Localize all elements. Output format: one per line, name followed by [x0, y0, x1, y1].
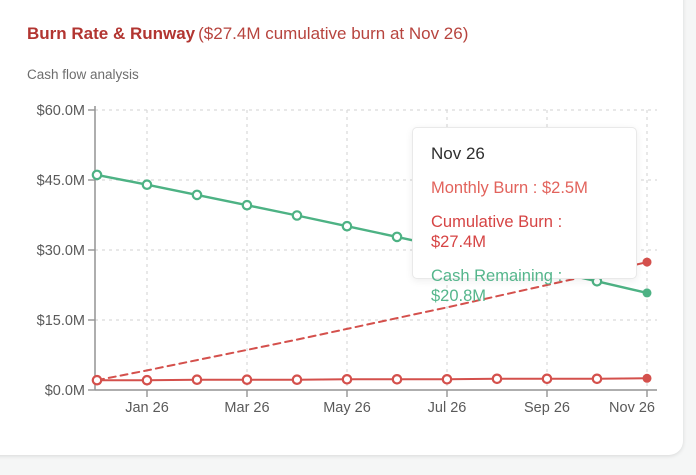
chart-tooltip: Nov 26 Monthly Burn : $2.5M Cumulative B…: [412, 127, 637, 305]
data-point-cash-remaining[interactable]: [141, 179, 153, 190]
x-axis-label: Sep 26: [524, 400, 570, 416]
x-axis-label: Mar 26: [224, 400, 269, 416]
tooltip-title: Nov 26: [431, 144, 485, 163]
data-point-cash-remaining[interactable]: [91, 169, 103, 181]
y-axis-label: $60.0M: [37, 103, 85, 119]
y-axis-label: $30.0M: [37, 243, 85, 259]
data-point-cash-remaining-active[interactable]: [642, 288, 652, 298]
data-point-monthly-burn[interactable]: [241, 374, 253, 385]
x-axis-label: May 26: [323, 400, 371, 416]
data-point-cash-remaining[interactable]: [191, 189, 203, 201]
card-header: Burn Rate & Runway ($27.4M cumulative bur…: [27, 24, 468, 82]
tooltip-separator: :: [552, 213, 563, 231]
chart-subtitle: Cash flow analysis: [27, 67, 139, 82]
series-line-monthly-burn: [96, 377, 648, 382]
data-point-monthly-burn[interactable]: [441, 373, 453, 385]
y-axis-label: $45.0M: [37, 173, 85, 189]
x-axis-label: Jul 26: [428, 400, 467, 416]
data-point-monthly-burn[interactable]: [341, 373, 353, 385]
tooltip-row-2-value: $20.8M: [431, 287, 487, 305]
data-point-cash-remaining[interactable]: [291, 210, 303, 221]
data-point-monthly-burn[interactable]: [291, 374, 303, 385]
tooltip-row-2-label: Cash Remaining: [431, 267, 553, 285]
data-point-monthly-burn[interactable]: [91, 374, 103, 386]
tooltip-row-1-label: Cumulative Burn: [431, 213, 553, 231]
x-axis-label: Jan 26: [125, 400, 169, 416]
tooltip-row-0-value: $2.5M: [541, 179, 588, 197]
tooltip-separator: :: [552, 267, 563, 285]
data-point-cash-remaining[interactable]: [391, 231, 403, 243]
data-point-monthly-burn[interactable]: [141, 374, 153, 386]
title-main: Burn Rate & Runway: [27, 24, 196, 43]
y-axis-label: $15.0M: [37, 313, 85, 329]
data-point-monthly-burn[interactable]: [491, 373, 503, 385]
data-point-monthly-burn[interactable]: [541, 373, 553, 385]
x-axis-label: Nov 26: [609, 400, 655, 416]
tooltip-row-1-value: $27.4M: [431, 233, 487, 251]
data-point-cumulative-burn-active[interactable]: [642, 257, 652, 267]
series-line-cumulative-burn: [96, 261, 648, 382]
page-title: Burn Rate & Runway ($27.4M cumulative bur…: [27, 24, 468, 44]
data-point-monthly-burn[interactable]: [191, 374, 203, 385]
tooltip-row-0: Monthly Burn : $2.5M: [431, 178, 618, 198]
data-point-monthly-burn[interactable]: [391, 373, 403, 385]
data-point-cash-remaining[interactable]: [241, 199, 253, 211]
tooltip-row-0-label: Monthly Burn: [431, 179, 529, 197]
tooltip-row-2: Cash Remaining : $20.8M: [431, 266, 618, 306]
data-point-cash-remaining[interactable]: [341, 220, 353, 232]
data-point-monthly-burn[interactable]: [591, 373, 603, 385]
tooltip-separator: :: [528, 179, 542, 197]
tooltip-row-1: Cumulative Burn : $27.4M: [431, 212, 618, 252]
title-suffix: ($27.4M cumulative burn at Nov 26): [198, 24, 469, 43]
data-point-monthly-burn-active[interactable]: [642, 373, 652, 383]
y-axis-label: $0.0M: [45, 383, 85, 399]
